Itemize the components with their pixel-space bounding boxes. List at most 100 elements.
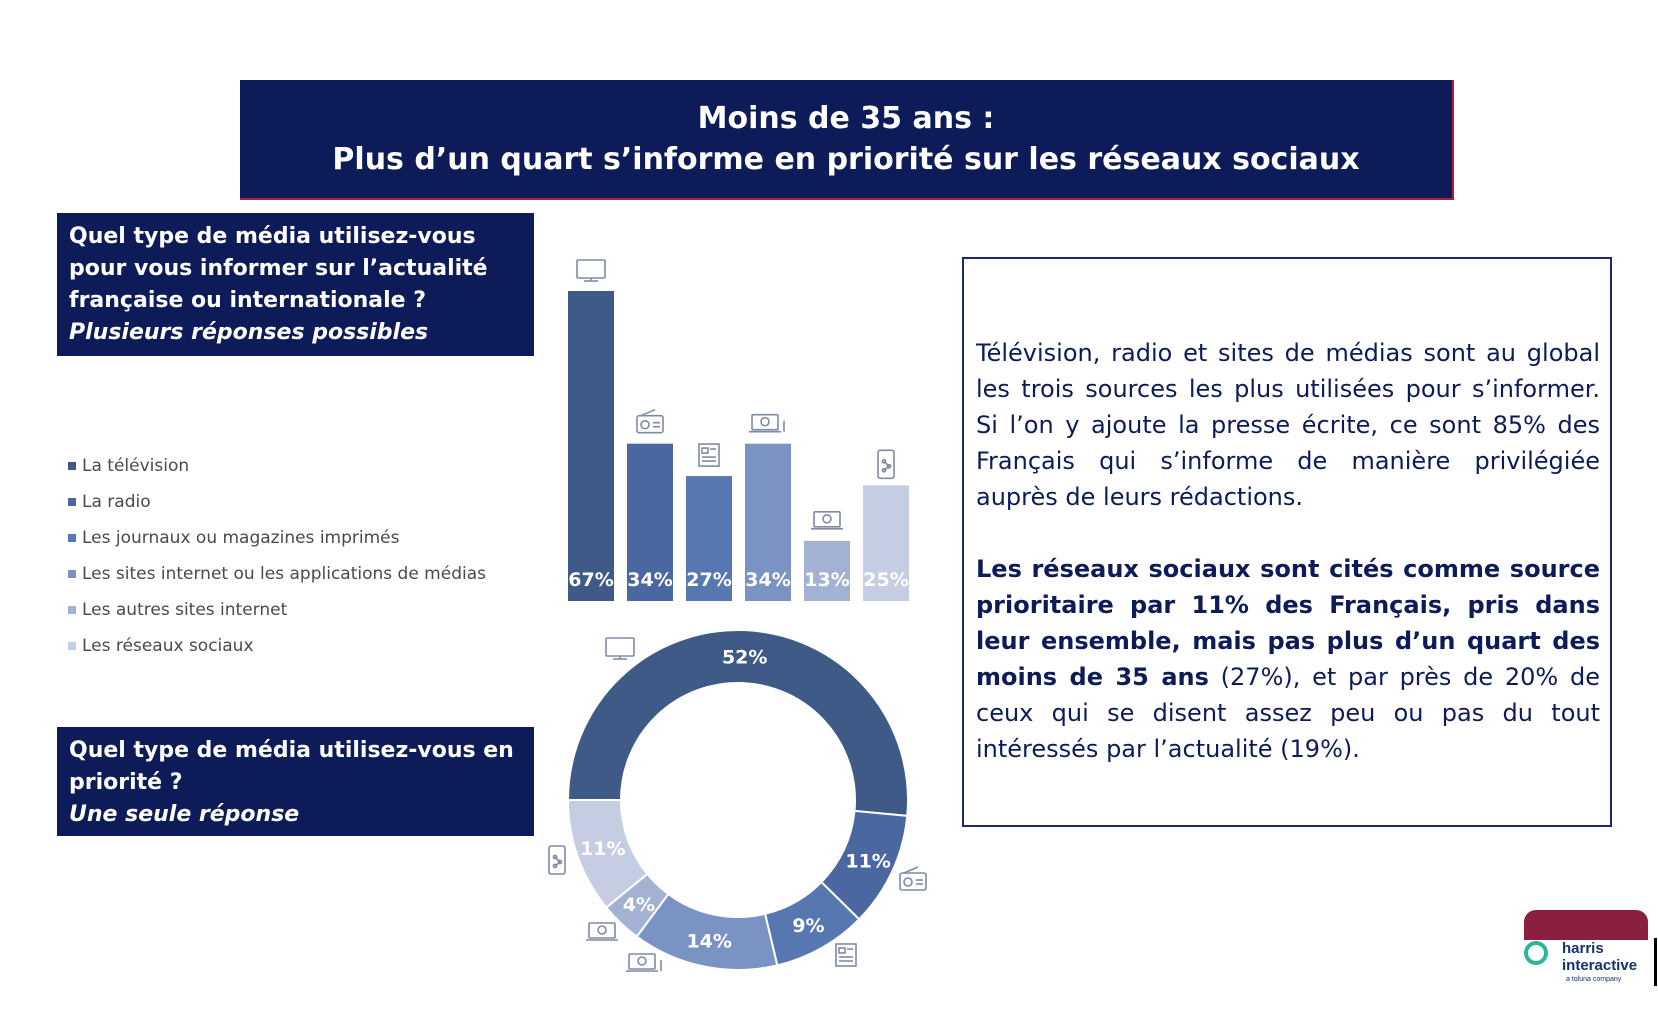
donut-label-5: 4% xyxy=(623,894,655,916)
legend-swatch xyxy=(68,498,76,506)
smartphone-icon xyxy=(877,449,895,480)
share-link xyxy=(554,861,561,867)
legend-swatch xyxy=(68,642,76,650)
question-2-text: Quel type de média utilisez-vous en prio… xyxy=(69,738,514,795)
share-node xyxy=(886,463,892,469)
bar-3 xyxy=(686,476,732,601)
donut-label-2: 11% xyxy=(845,851,890,873)
tv-icon xyxy=(576,259,606,282)
analysis-paragraph-1: Télévision, radio et sites de médias son… xyxy=(976,339,1600,511)
bar-2 xyxy=(627,443,673,601)
logo-name-line-1: harris xyxy=(1562,940,1604,957)
radio-body xyxy=(899,872,927,891)
media-apps-icon xyxy=(749,413,785,433)
logo-mark xyxy=(1524,910,1648,940)
phone-body xyxy=(877,449,895,480)
globe xyxy=(597,925,607,935)
bar-5 xyxy=(804,540,850,601)
logo-ring xyxy=(1524,941,1548,965)
bar-label-4: 34% xyxy=(745,569,790,591)
laptop-screen xyxy=(588,922,616,939)
analysis-box: Télévision, radio et sites de médias son… xyxy=(962,257,1612,827)
question-1-text: Quel type de média utilisez-vous pour vo… xyxy=(69,224,488,313)
bar-1 xyxy=(568,291,614,601)
globe xyxy=(637,956,647,966)
legend-item-social: Les réseaux sociaux xyxy=(68,628,486,664)
tv-screen xyxy=(576,259,606,279)
question-1-note: Plusieurs réponses possibles xyxy=(69,320,429,345)
donut-label-1: 52% xyxy=(722,647,767,669)
harris-interactive-logo: harris interactive a toluna company xyxy=(1524,910,1652,1010)
newspaper-icon xyxy=(698,443,720,467)
bar-label-6: 25% xyxy=(863,569,908,591)
laptop-screen xyxy=(751,413,779,431)
paper-photo xyxy=(838,947,846,954)
radio-icon xyxy=(636,408,664,434)
bar-label-3: 27% xyxy=(686,569,731,591)
donut-label-6: 11% xyxy=(580,838,625,860)
legend-label: La radio xyxy=(82,492,151,512)
legend-label: La télévision xyxy=(82,456,190,476)
radio-antenna xyxy=(640,408,656,417)
globe xyxy=(822,514,832,524)
donut-label-3: 9% xyxy=(792,915,824,937)
share-node xyxy=(552,863,558,869)
radio-speaker xyxy=(903,877,913,887)
bar-6 xyxy=(863,485,909,601)
laptop-screen xyxy=(813,511,841,528)
legend-item-radio: La radio xyxy=(68,484,486,520)
bar-4 xyxy=(745,443,791,601)
legend-item-other-sites: Les autres sites internet xyxy=(68,592,486,628)
question-1-box: Quel type de média utilisez-vous pour vo… xyxy=(57,213,534,356)
legend-swatch xyxy=(68,606,76,614)
question-2-note: Une seule réponse xyxy=(69,802,300,827)
chart-legend: La télévision La radio Les journaux ou m… xyxy=(68,448,486,664)
legend-label: Les sites internet ou les applications d… xyxy=(82,564,486,584)
title-line-1: Moins de 35 ans : xyxy=(697,101,995,136)
donut-label-4: 14% xyxy=(686,931,731,953)
radio-icon xyxy=(899,866,927,891)
legend-label: Les journaux ou magazines imprimés xyxy=(82,528,400,548)
laptop-screen xyxy=(628,953,656,970)
bar-label-1: 67% xyxy=(568,569,613,591)
analysis-rest: (27%), et par près de 20% de ceux qui se… xyxy=(976,663,1600,763)
paper-sheet xyxy=(698,443,720,467)
donut-slice-6 xyxy=(566,799,649,909)
donut-slice-1 xyxy=(566,629,909,817)
share-link xyxy=(554,856,561,863)
logo-name: harris interactive xyxy=(1562,940,1637,974)
newspaper-icon xyxy=(835,943,857,967)
share-node xyxy=(552,854,558,860)
phone-body xyxy=(548,845,566,875)
tv-screen xyxy=(605,637,635,657)
legend-swatch xyxy=(68,570,76,578)
title-banner: Moins de 35 ans : Plus d’un quart s’info… xyxy=(240,80,1454,200)
share-node xyxy=(881,458,887,464)
radio-antenna xyxy=(903,866,919,874)
smartphone-icon xyxy=(548,845,566,875)
share-link xyxy=(883,465,890,471)
legend-label: Les réseaux sociaux xyxy=(82,636,254,656)
paper-photo xyxy=(701,447,709,454)
logo-name-line-2: interactive xyxy=(1562,957,1638,974)
edge-bar xyxy=(1654,938,1657,986)
analysis-paragraph-2: Les réseaux sociaux sont cités comme sou… xyxy=(976,551,1600,767)
radio-body xyxy=(636,414,664,434)
legend-swatch xyxy=(68,462,76,470)
legend-item-media-sites: Les sites internet ou les applications d… xyxy=(68,556,486,592)
share-node xyxy=(881,467,887,473)
bar-label-2: 34% xyxy=(627,569,672,591)
title-line-2: Plus d’un quart s’informe en priorité su… xyxy=(332,142,1360,177)
legend-swatch xyxy=(68,534,76,542)
bar-label-5: 13% xyxy=(804,569,849,591)
share-node xyxy=(557,859,563,865)
legend-item-print: Les journaux ou magazines imprimés xyxy=(68,520,486,556)
analysis-highlight: Les réseaux sociaux sont cités comme sou… xyxy=(976,555,1600,691)
legend-item-television: La télévision xyxy=(68,448,486,484)
globe xyxy=(760,416,770,427)
share-link xyxy=(883,460,890,467)
paper-sheet xyxy=(835,943,857,967)
legend-label: Les autres sites internet xyxy=(82,600,288,620)
tv-icon xyxy=(605,637,635,660)
